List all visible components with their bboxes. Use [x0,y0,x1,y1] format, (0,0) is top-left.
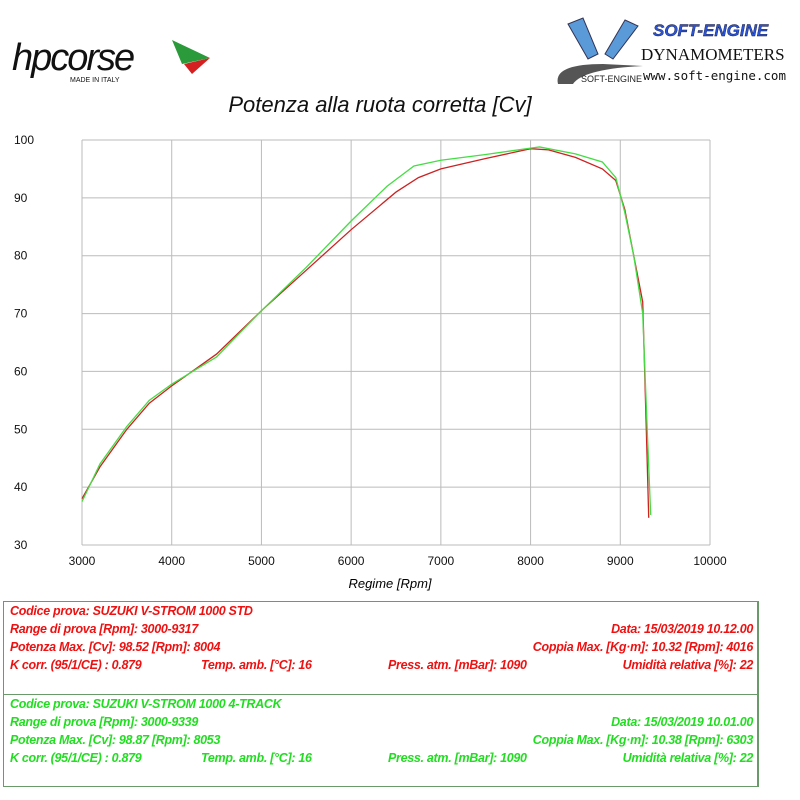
x-tick-label: 5000 [248,554,275,568]
chart-title: Potenza alla ruota corretta [Cv] [228,92,532,117]
test-range: Range di prova [Rpm]: 3000-9339 [10,715,198,729]
svg-text:SOFT-ENGINE: SOFT-ENGINE [581,74,642,84]
y-tick-label: 50 [14,422,28,436]
ambient-temp: Temp. amb. [°C]: 16 [201,751,312,765]
ambient-temp: Temp. amb. [°C]: 16 [201,658,312,672]
k-corr: K corr. (95/1/CE) : 0.879 [10,658,142,672]
max-power: Potenza Max. [Cv]: 98.52 [Rpm]: 8004 [10,640,221,654]
max-torque: Coppia Max. [Kg·m]: 10.32 [Rpm]: 4016 [532,640,754,654]
y-tick-label: 90 [14,191,28,205]
k-corr: K corr. (95/1/CE) : 0.879 [10,751,142,765]
test-info-std: Codice prova: SUZUKI V-STROM 1000 STD Ra… [4,602,757,694]
y-tick-label: 60 [14,364,28,378]
atm-pressure: Press. atm. [mBar]: 1090 [388,751,527,765]
soft-engine-logo: SOFT-ENGINE SOFT-ENGINE DYNAMOMETERS www… [557,17,786,84]
test-date: Data: 15/03/2019 10.01.00 [611,715,753,729]
y-tick-label: 80 [14,249,28,263]
x-axis-label: Regime [Rpm] [348,576,432,591]
svg-text:SOFT-ENGINE: SOFT-ENGINE [653,21,769,40]
power-chart: 3000 4000 5000 6000 7000 8000 9000 10000 30 40 50 6… [14,133,727,568]
x-tick-label: 8000 [517,554,544,568]
svg-text:MADE IN ITALY: MADE IN ITALY [70,77,120,84]
test-info-panel: Codice prova: SUZUKI V-STROM 1000 STD Ra… [3,601,759,787]
y-tick-label: 70 [14,307,28,321]
x-tick-label: 3000 [69,554,96,568]
svg-text:hpcorse: hpcorse [12,37,134,79]
x-tick-label: 9000 [607,554,634,568]
hpcorse-logo: hpcorse MADE IN ITALY [12,37,210,84]
test-range: Range di prova [Rpm]: 3000-9317 [10,622,198,636]
y-tick-label: 40 [14,480,28,494]
x-tick-label: 10000 [693,554,727,568]
test-code: Codice prova: SUZUKI V-STROM 1000 4-TRAC… [10,697,282,711]
y-tick-label: 30 [14,538,28,552]
x-tick-label: 6000 [338,554,365,568]
atm-pressure: Press. atm. [mBar]: 1090 [388,658,527,672]
series-line-0 [81,148,650,518]
x-tick-label: 4000 [158,554,185,568]
y-tick-label: 100 [14,133,34,147]
test-date: Data: 15/03/2019 10.12.00 [611,622,753,636]
x-tick-label: 7000 [428,554,455,568]
svg-text:DYNAMOMETERS: DYNAMOMETERS [641,45,785,64]
max-torque: Coppia Max. [Kg·m]: 10.38 [Rpm]: 6303 [532,733,754,747]
max-power: Potenza Max. [Cv]: 98.87 [Rpm]: 8053 [10,733,221,747]
test-code: Codice prova: SUZUKI V-STROM 1000 STD [10,604,253,618]
series-line-1 [81,146,652,515]
humidity: Umidità relativa [%]: 22 [622,658,754,672]
test-info-4track: Codice prova: SUZUKI V-STROM 1000 4-TRAC… [4,694,757,787]
svg-text:www.soft-engine.com: www.soft-engine.com [643,68,786,83]
humidity: Umidità relativa [%]: 22 [622,751,754,765]
